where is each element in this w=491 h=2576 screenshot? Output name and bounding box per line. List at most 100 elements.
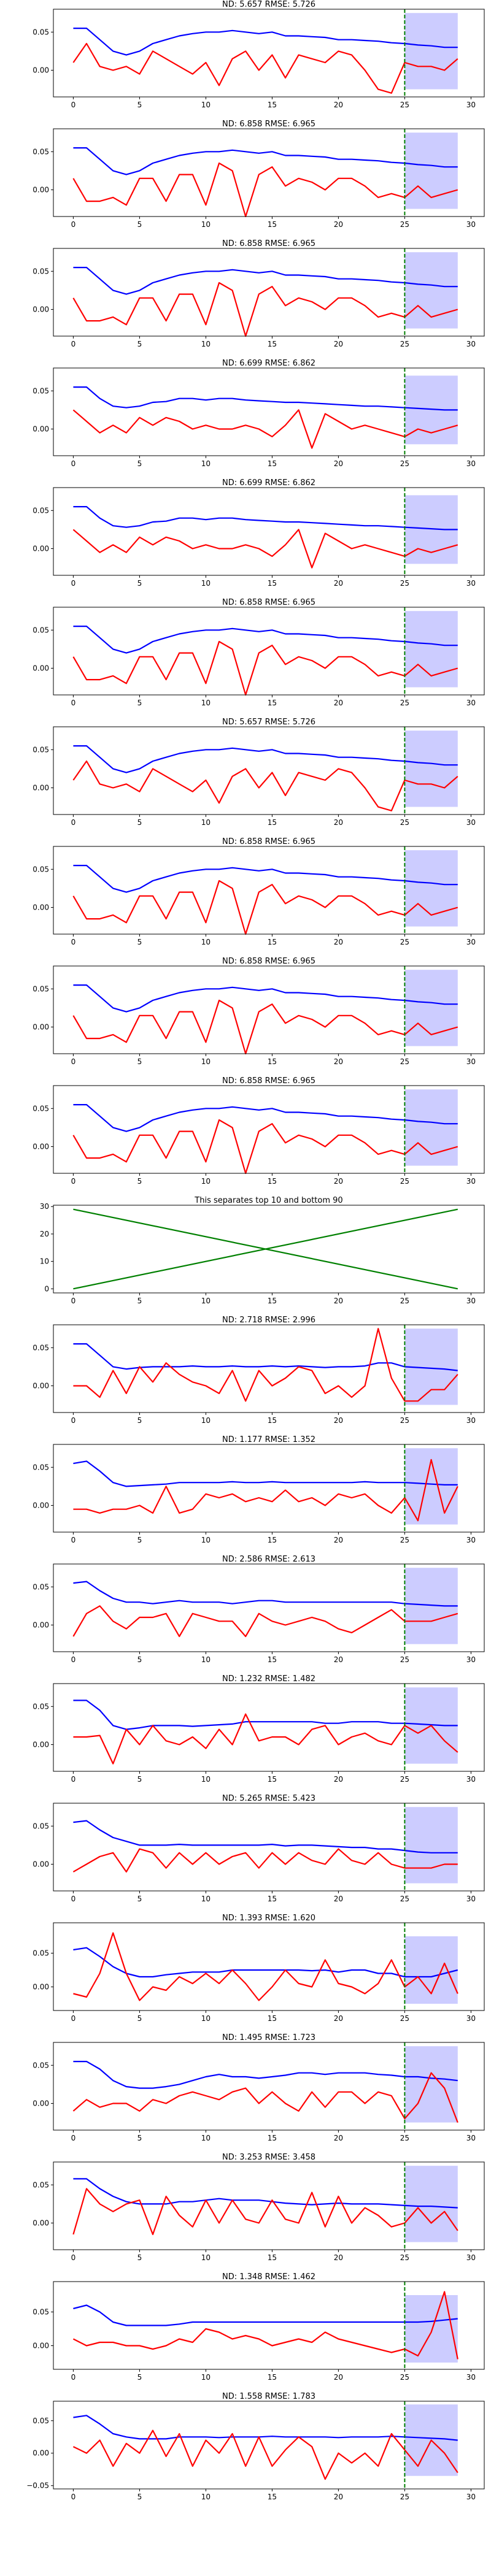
series-line: [73, 1932, 458, 2001]
series-line: [72, 162, 458, 218]
chart-title: ND: 2.718 RMSE: 2.996: [222, 1316, 315, 1325]
x-tick-label: 25: [400, 1297, 409, 1305]
x-tick-label: 30: [466, 2134, 476, 2142]
x-tick-label: 5: [137, 1775, 142, 1784]
x-tick-label: 25: [400, 101, 409, 109]
chart-title: ND: 6.858 RMSE: 6.965: [222, 598, 315, 607]
chart-panel: ND: 1.558 RMSE: 1.783 0 5 10 15 20 25 30 −0.05 0.…: [26, 2392, 485, 2501]
uncertainty-band: [404, 13, 458, 90]
y-tick-label: 0.05: [33, 506, 49, 515]
uncertainty-band: [404, 252, 458, 329]
x-tick-label: 0: [71, 1177, 76, 1186]
plot-frame: [53, 367, 485, 456]
y-tick-label: 0.00: [33, 1620, 49, 1629]
x-tick-label: 0: [71, 1775, 76, 1784]
x-tick-label: 30: [466, 340, 476, 348]
x-tick-label: 0: [71, 1895, 76, 1903]
y-tick-label: 0.05: [33, 2308, 49, 2317]
x-tick-label: 10: [201, 101, 211, 109]
y-tick-label: 0.00: [33, 305, 49, 313]
series-line: [72, 409, 458, 449]
series-line: [72, 42, 458, 94]
x-tick-label: 10: [201, 579, 211, 588]
chart-panel: ND: 6.858 RMSE: 6.965 0 5 10 15 20 25 30 0.00 0.0…: [33, 957, 485, 1066]
series-line: [73, 1460, 458, 1487]
y-tick-label: 0.05: [33, 865, 49, 873]
x-tick-label: 0: [71, 459, 76, 468]
x-tick-label: 15: [268, 1177, 277, 1186]
plot-frame: [53, 1803, 485, 1892]
x-tick-label: 20: [334, 1655, 343, 1664]
y-tick-label: 0.00: [33, 66, 49, 74]
x-tick-label: 25: [400, 1057, 409, 1066]
x-tick-label: 5: [137, 1297, 142, 1305]
plot-frame: [53, 2401, 485, 2490]
plot-frame: [53, 487, 485, 576]
y-tick-label: 0.00: [33, 2218, 49, 2227]
chart-panel: ND: 2.718 RMSE: 2.996 0 5 10 15 20 25 30 0.00 0.0…: [33, 1316, 485, 1425]
chart-panel: ND: 6.858 RMSE: 6.965 0 5 10 15 20 25 30 0.00 0.0…: [33, 239, 485, 348]
x-tick-label: 5: [137, 220, 142, 229]
y-tick-label: 0: [44, 1284, 49, 1293]
x-tick-label: 25: [400, 1895, 409, 1903]
x-tick-label: 30: [466, 1655, 476, 1664]
x-tick-label: 5: [137, 1655, 142, 1664]
plot-frame: [53, 1444, 485, 1533]
series-line: [72, 999, 458, 1055]
x-tick-label: 5: [137, 938, 142, 946]
x-tick-label: 20: [334, 938, 343, 946]
y-tick-label: 0.05: [33, 1463, 49, 1471]
x-tick-label: 10: [201, 1775, 211, 1784]
x-tick-label: 5: [137, 2373, 142, 2382]
x-tick-label: 25: [400, 579, 409, 588]
chart-panel: ND: 5.265 RMSE: 5.423 0 5 10 15 20 25 30 0.00 0.0…: [33, 1794, 485, 1903]
uncertainty-band: [404, 1807, 458, 1884]
x-tick-label: 15: [268, 459, 277, 468]
y-tick-label: 0.05: [33, 1702, 49, 1711]
series-line: [72, 1119, 458, 1175]
x-tick-label: 20: [334, 1416, 343, 1425]
uncertainty-band: [404, 970, 458, 1046]
chart-title: ND: 6.858 RMSE: 6.965: [222, 120, 315, 129]
series-line: [73, 386, 458, 411]
x-tick-label: 15: [268, 2014, 277, 2023]
x-tick-label: 30: [466, 101, 476, 109]
y-tick-label: 0.00: [33, 1142, 49, 1151]
uncertainty-band: [404, 2166, 458, 2242]
x-tick-label: 15: [268, 2493, 277, 2501]
x-tick-label: 0: [71, 1297, 76, 1305]
x-tick-label: 15: [268, 1775, 277, 1784]
x-tick-label: 5: [137, 101, 142, 109]
series-line: [73, 2304, 458, 2326]
y-tick-label: 0.00: [33, 2449, 49, 2458]
series-line: [73, 1947, 458, 1978]
x-tick-label: 10: [201, 818, 211, 827]
x-tick-label: 30: [466, 579, 476, 588]
x-tick-label: 25: [400, 1536, 409, 1544]
x-tick-label: 5: [137, 2493, 142, 2501]
series-line: [73, 984, 458, 1013]
chart-title: ND: 5.657 RMSE: 5.726: [222, 0, 315, 9]
x-tick-label: 0: [71, 2493, 76, 2501]
chart-panel: ND: 6.858 RMSE: 6.965 0 5 10 15 20 25 30 0.00 0.0…: [33, 598, 485, 707]
chart-panel: ND: 5.657 RMSE: 5.726 0 5 10 15 20 25 30 0.00 0.0…: [33, 718, 485, 827]
x-tick-label: 5: [137, 459, 142, 468]
y-tick-label: 0.00: [33, 185, 49, 194]
x-tick-label: 10: [201, 220, 211, 229]
x-tick-label: 25: [400, 1177, 409, 1186]
x-tick-label: 20: [334, 1057, 343, 1066]
x-tick-label: 15: [268, 2373, 277, 2382]
y-tick-label: 0.00: [33, 1860, 49, 1868]
x-tick-label: 20: [334, 2014, 343, 2023]
chart-panel: ND: 3.253 RMSE: 3.458 0 5 10 15 20 25 30 0.00 0.0…: [33, 2153, 485, 2262]
chart-title: ND: 1.558 RMSE: 1.783: [222, 2392, 315, 2401]
x-tick-label: 15: [268, 2134, 277, 2142]
series-line: [72, 2291, 458, 2359]
x-tick-label: 20: [334, 1895, 343, 1903]
y-tick-label: 0.05: [33, 1949, 49, 1958]
plot-frame: [53, 1922, 485, 2011]
series-line: [73, 505, 458, 531]
series-line: [73, 27, 458, 56]
x-tick-label: 10: [201, 1297, 211, 1305]
